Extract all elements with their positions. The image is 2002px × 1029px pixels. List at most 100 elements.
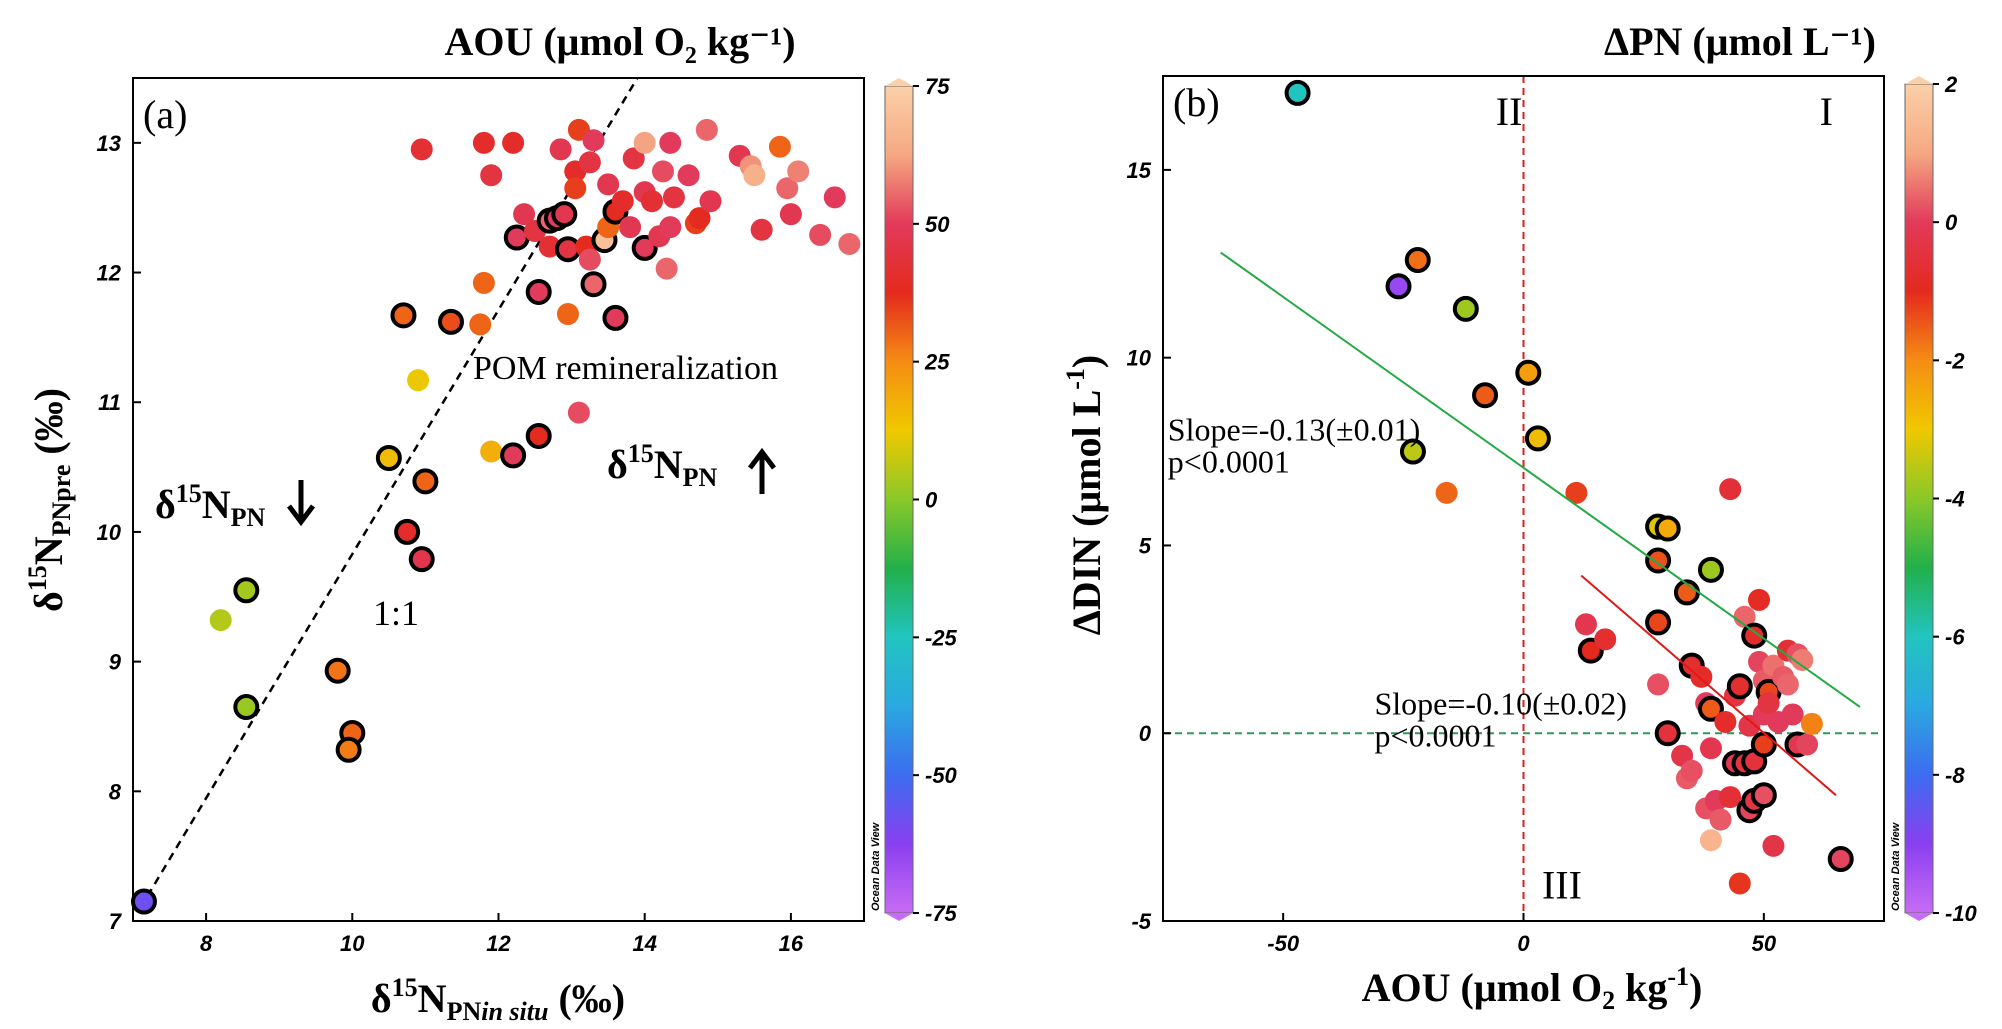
quadrant-label: I (1820, 89, 1833, 134)
panel-b: ΔPN (μmol L⁻¹) Slope=-0.13(±0.01)p<0.000… (1061, 19, 1978, 1015)
colorbar-tick-label: 0 (925, 488, 938, 513)
data-point-outlined (1697, 556, 1724, 583)
panel-b-xlabel: AOU (μmol O2 kg-1) (1362, 962, 1703, 1015)
data-point (641, 190, 664, 213)
data-point (677, 164, 700, 187)
panel-b-title: ΔPN (μmol L⁻¹) (1604, 19, 1876, 64)
x-tick-label: 0 (1517, 931, 1530, 956)
data-point (659, 131, 682, 154)
data-point (1719, 478, 1742, 501)
data-point (1435, 481, 1458, 504)
data-point (787, 160, 810, 183)
regression-label-green: Slope=-0.13(±0.01) (1168, 411, 1420, 447)
data-point (1714, 710, 1737, 733)
y-tick-label: 15 (1127, 158, 1152, 183)
data-point (472, 131, 495, 154)
panel-b-colorbar: -10 -8 -6 -4 -2 0 2 Ocean Data View (1890, 72, 1978, 926)
data-point (597, 173, 620, 196)
data-point (699, 190, 722, 213)
data-point-outlined (1399, 438, 1426, 465)
colorbar-tick-label: -50 (925, 763, 958, 788)
data-point-outlined (408, 546, 435, 573)
data-point (410, 138, 433, 161)
data-point (209, 609, 232, 632)
panel-a-ylabel: δ15NPNpre (‰) (23, 388, 76, 612)
data-point (662, 186, 685, 209)
data-point-outlined (233, 694, 260, 721)
data-point (688, 207, 711, 230)
data-point (619, 216, 642, 239)
y-tick-label: 0 (1139, 721, 1152, 746)
x-tick-label: -50 (1267, 931, 1300, 956)
panel-a-label: (a) (143, 92, 187, 137)
y-tick-label: 9 (109, 650, 122, 675)
data-point-outlined (580, 271, 607, 298)
colorbar-tick-label: -10 (1945, 901, 1978, 926)
data-point-outlined (233, 577, 260, 604)
regression-pvalue-green: p<0.0001 (1168, 443, 1290, 479)
data-point (750, 218, 773, 241)
data-point-outlined (1645, 609, 1672, 636)
panel-a-axes: 8 10 12 14 16 7 8 9 10 11 12 13 (97, 131, 804, 956)
regression-label-red: Slope=-0.10(±0.02) (1374, 685, 1626, 721)
data-point (1647, 673, 1670, 696)
data-point (1728, 872, 1751, 895)
data-point-outlined (324, 657, 351, 684)
data-point-outlined (551, 201, 578, 228)
data-point-outlined (602, 304, 629, 331)
y-tick-label: 13 (97, 131, 121, 156)
svg-text:δ15NPN: δ15NPN (607, 439, 718, 492)
y-tick-label: 8 (109, 779, 122, 804)
data-point-outlined (1654, 720, 1681, 747)
data-point (743, 164, 766, 187)
arrow-up-icon (748, 447, 776, 494)
x-tick-label: 14 (632, 931, 656, 956)
data-point (655, 257, 678, 280)
data-point (1757, 692, 1780, 715)
data-point (538, 235, 561, 258)
regression-line-green (1220, 251, 1861, 708)
data-point (1594, 628, 1617, 651)
data-point-outlined (1654, 515, 1681, 542)
panel-a-title: AOU (μmol O₂ kg⁻¹) (444, 19, 795, 64)
panel-a-plot-area (130, 77, 861, 915)
data-point (1574, 613, 1597, 636)
quadrant-label: II (1496, 89, 1523, 134)
data-point (1699, 737, 1722, 760)
data-point (779, 203, 802, 226)
data-point (622, 147, 645, 170)
data-point-outlined (1452, 295, 1479, 322)
colorbar-tick-label: 75 (925, 74, 950, 99)
data-point (1796, 733, 1819, 756)
reference-line-1-1 (139, 77, 639, 909)
ocean-data-view-credit: Ocean Data View (1890, 821, 1902, 911)
regression-pvalue-red: p<0.0001 (1374, 717, 1496, 753)
data-point-outlined (335, 736, 362, 763)
colorbar-gradient (884, 85, 914, 914)
data-point-outlined (437, 308, 464, 335)
data-point-outlined (631, 234, 658, 261)
data-point (480, 440, 503, 463)
colorbar-bottom-cap (1905, 913, 1933, 921)
data-point-outlined (394, 518, 421, 545)
quadrant-label: III (1542, 862, 1582, 907)
y-tick-label: 7 (109, 909, 123, 934)
data-point-outlined (1750, 731, 1777, 758)
data-point (776, 177, 799, 200)
colorbar-top-cap (885, 78, 913, 86)
data-point (502, 131, 525, 154)
colorbar-tick-label: -25 (925, 625, 958, 650)
data-point (1762, 834, 1785, 857)
data-point (472, 271, 495, 294)
colorbar-tick-label: -6 (1945, 625, 1965, 650)
data-point-outlined (525, 422, 552, 449)
annotation-pom-remineralization: POM remineralization (473, 350, 778, 387)
y-tick-label: 12 (97, 261, 122, 286)
data-point (768, 135, 791, 158)
x-tick-label: 12 (486, 931, 511, 956)
data-point (1690, 665, 1713, 688)
colorbar-tick-label: 25 (924, 350, 950, 375)
data-point-outlined (412, 468, 439, 495)
